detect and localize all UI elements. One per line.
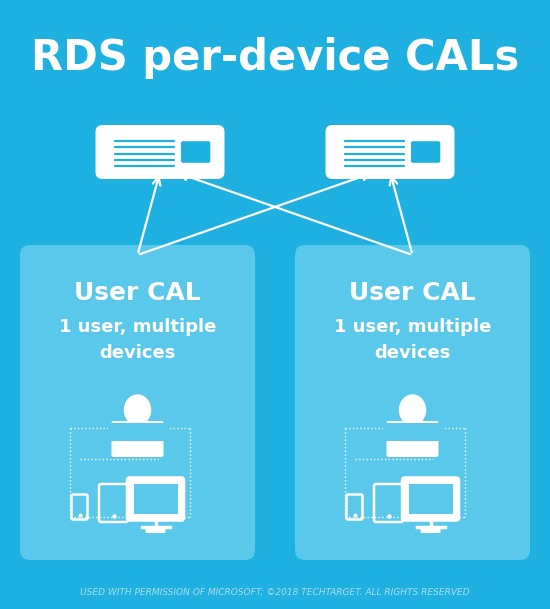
FancyBboxPatch shape — [96, 125, 224, 179]
FancyBboxPatch shape — [411, 141, 441, 163]
Text: 1 user, multiple
devices: 1 user, multiple devices — [334, 319, 491, 362]
FancyBboxPatch shape — [181, 141, 210, 163]
FancyBboxPatch shape — [295, 245, 530, 560]
FancyBboxPatch shape — [146, 526, 166, 533]
Text: USED WITH PERMISSION OF MICROSOFT; ©2018 TECHTARGET. ALL RIGHTS RESERVED: USED WITH PERMISSION OF MICROSOFT; ©2018… — [80, 588, 470, 596]
FancyBboxPatch shape — [402, 477, 459, 521]
Text: 1 user, multiple
devices: 1 user, multiple devices — [59, 319, 216, 362]
Text: User CAL: User CAL — [349, 281, 476, 305]
FancyBboxPatch shape — [409, 484, 453, 514]
Text: User CAL: User CAL — [74, 281, 201, 305]
FancyBboxPatch shape — [127, 477, 184, 521]
Ellipse shape — [124, 395, 151, 425]
FancyBboxPatch shape — [134, 484, 178, 514]
FancyBboxPatch shape — [20, 245, 255, 560]
FancyBboxPatch shape — [421, 526, 441, 533]
Text: RDS per-device CALs: RDS per-device CALs — [31, 37, 519, 79]
FancyBboxPatch shape — [326, 125, 454, 179]
Ellipse shape — [399, 395, 426, 425]
FancyBboxPatch shape — [387, 421, 438, 457]
FancyBboxPatch shape — [112, 421, 163, 457]
FancyBboxPatch shape — [382, 423, 443, 441]
FancyBboxPatch shape — [107, 423, 168, 441]
